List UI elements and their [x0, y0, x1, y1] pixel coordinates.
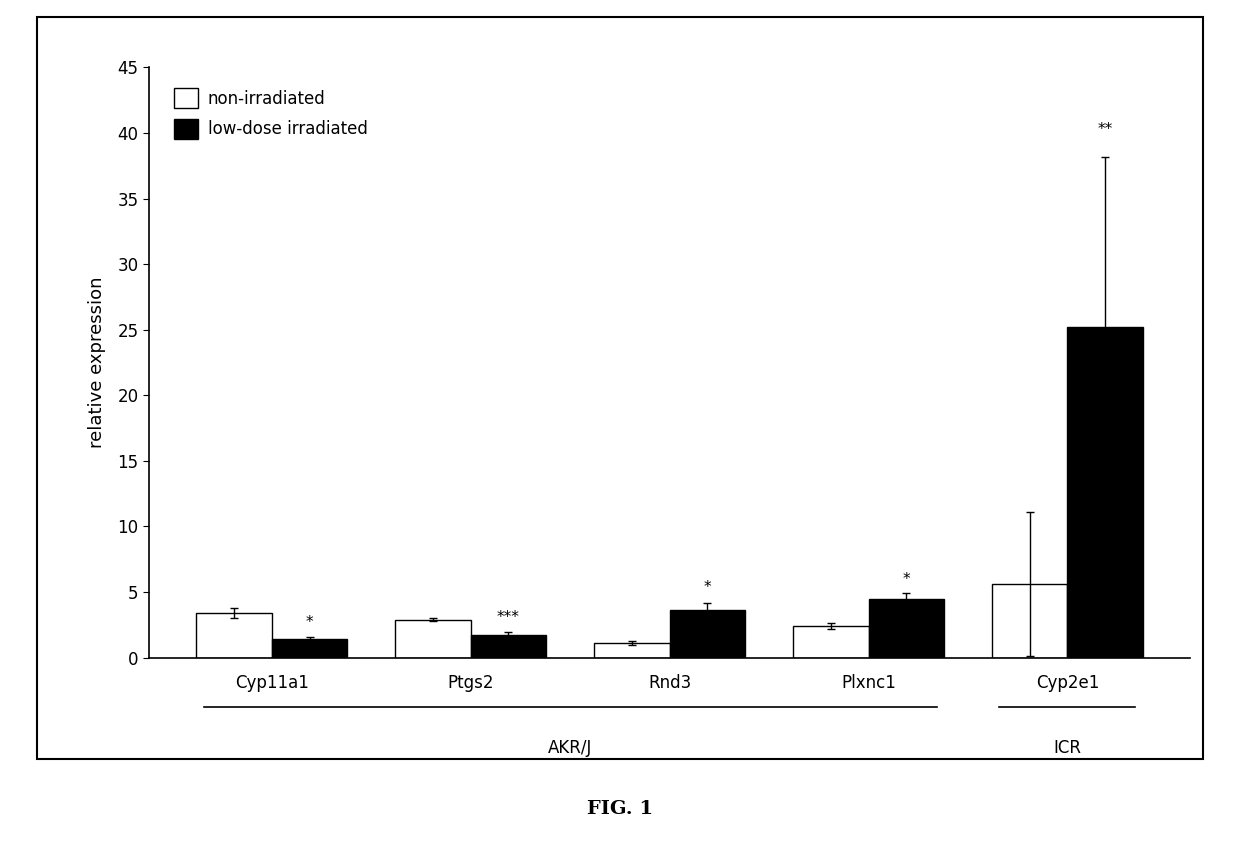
Text: FIG. 1: FIG. 1 [587, 800, 653, 818]
Text: *: * [703, 580, 712, 595]
Bar [868, 599, 944, 658]
Text: ICR: ICR [1054, 738, 1081, 757]
Text: *: * [306, 615, 314, 630]
Text: AKR/J: AKR/J [548, 738, 593, 757]
Bar [272, 639, 347, 658]
Bar [992, 584, 1068, 658]
Y-axis label: relative expression: relative expression [88, 277, 107, 448]
Bar [792, 626, 868, 658]
Text: **: ** [1097, 122, 1112, 137]
Bar [594, 643, 670, 658]
Text: ***: *** [497, 610, 520, 626]
Text: *: * [903, 572, 910, 587]
Bar [471, 636, 547, 658]
Bar [196, 613, 272, 658]
Bar [670, 610, 745, 658]
Bar [396, 620, 471, 658]
Legend: non-irradiated, low-dose irradiated: non-irradiated, low-dose irradiated [167, 82, 374, 145]
Bar [1068, 327, 1143, 658]
